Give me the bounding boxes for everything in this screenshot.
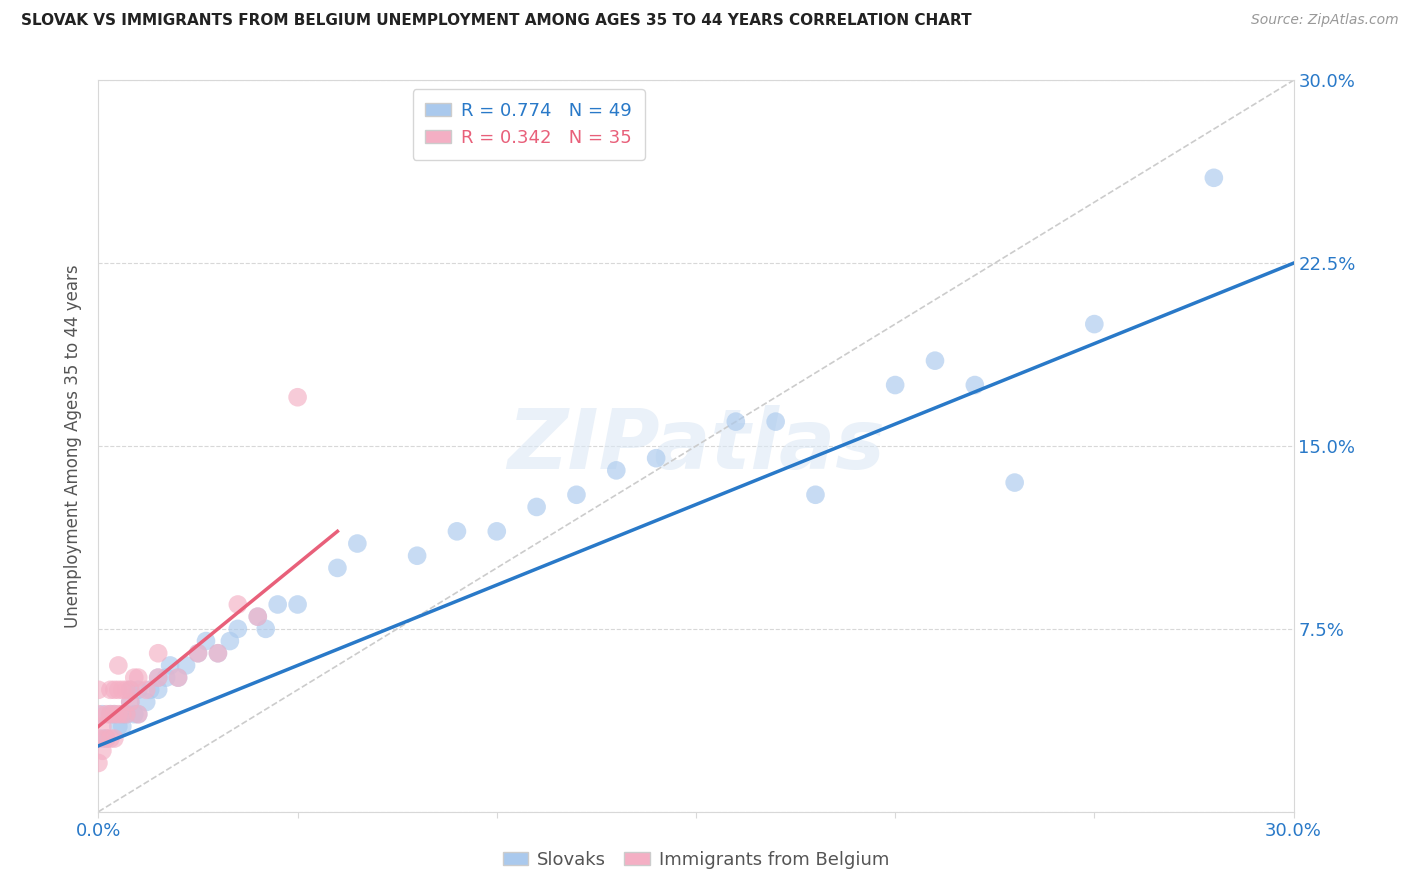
- Point: [100, 707, 122, 722]
- Point: [254, 622, 277, 636]
- Point: [111, 707, 134, 722]
- Point: [124, 671, 146, 685]
- Point: [100, 707, 122, 722]
- Point: [246, 609, 269, 624]
- Point: [107, 658, 129, 673]
- Point: [115, 682, 138, 697]
- Point: [115, 707, 138, 722]
- Point: [167, 671, 190, 685]
- Point: [103, 707, 125, 722]
- Point: [159, 658, 181, 673]
- Point: [246, 609, 269, 624]
- Point: [167, 671, 190, 685]
- Point: [155, 671, 177, 685]
- Point: [103, 731, 125, 746]
- Point: [120, 695, 142, 709]
- Point: [127, 671, 149, 685]
- Point: [485, 524, 508, 539]
- Point: [267, 598, 290, 612]
- Point: [326, 561, 349, 575]
- Text: SLOVAK VS IMMIGRANTS FROM BELGIUM UNEMPLOYMENT AMONG AGES 35 TO 44 YEARS CORRELA: SLOVAK VS IMMIGRANTS FROM BELGIUM UNEMPL…: [21, 13, 972, 29]
- Point: [107, 682, 129, 697]
- Point: [120, 695, 142, 709]
- Point: [111, 682, 134, 697]
- Point: [219, 634, 242, 648]
- Point: [107, 707, 129, 722]
- Point: [87, 756, 110, 770]
- Point: [148, 671, 170, 685]
- Point: [446, 524, 468, 539]
- Point: [111, 707, 134, 722]
- Point: [287, 598, 309, 612]
- Point: [1083, 317, 1105, 331]
- Point: [605, 463, 627, 477]
- Point: [187, 646, 209, 660]
- Point: [187, 646, 209, 660]
- Point: [645, 451, 668, 466]
- Point: [565, 488, 588, 502]
- Point: [115, 707, 138, 722]
- Point: [226, 622, 249, 636]
- Point: [107, 719, 129, 733]
- Y-axis label: Unemployment Among Ages 35 to 44 years: Unemployment Among Ages 35 to 44 years: [65, 264, 83, 628]
- Point: [1004, 475, 1026, 490]
- Point: [724, 415, 747, 429]
- Point: [226, 598, 249, 612]
- Legend: Slovaks, Immigrants from Belgium: Slovaks, Immigrants from Belgium: [496, 844, 896, 876]
- Point: [148, 671, 170, 685]
- Point: [884, 378, 907, 392]
- Point: [96, 707, 118, 722]
- Point: [127, 682, 149, 697]
- Point: [87, 707, 110, 722]
- Point: [87, 731, 110, 746]
- Point: [174, 658, 197, 673]
- Point: [91, 707, 114, 722]
- Point: [127, 707, 149, 722]
- Point: [127, 707, 149, 722]
- Point: [148, 646, 170, 660]
- Point: [120, 682, 142, 697]
- Point: [100, 731, 122, 746]
- Point: [1202, 170, 1225, 185]
- Point: [124, 707, 146, 722]
- Point: [287, 390, 309, 404]
- Point: [87, 682, 110, 697]
- Point: [924, 353, 946, 368]
- Point: [207, 646, 229, 660]
- Point: [963, 378, 986, 392]
- Point: [91, 744, 114, 758]
- Point: [135, 682, 157, 697]
- Point: [207, 646, 229, 660]
- Point: [100, 682, 122, 697]
- Point: [91, 731, 114, 746]
- Point: [111, 719, 134, 733]
- Text: Source: ZipAtlas.com: Source: ZipAtlas.com: [1251, 13, 1399, 28]
- Point: [103, 707, 125, 722]
- Point: [406, 549, 429, 563]
- Point: [139, 682, 162, 697]
- Point: [804, 488, 827, 502]
- Text: ZIPatlas: ZIPatlas: [508, 406, 884, 486]
- Point: [135, 695, 157, 709]
- Point: [96, 731, 118, 746]
- Point: [91, 719, 114, 733]
- Point: [526, 500, 548, 514]
- Point: [103, 682, 125, 697]
- Point: [148, 682, 170, 697]
- Point: [120, 682, 142, 697]
- Point: [195, 634, 218, 648]
- Point: [765, 415, 787, 429]
- Point: [346, 536, 368, 550]
- Point: [96, 731, 118, 746]
